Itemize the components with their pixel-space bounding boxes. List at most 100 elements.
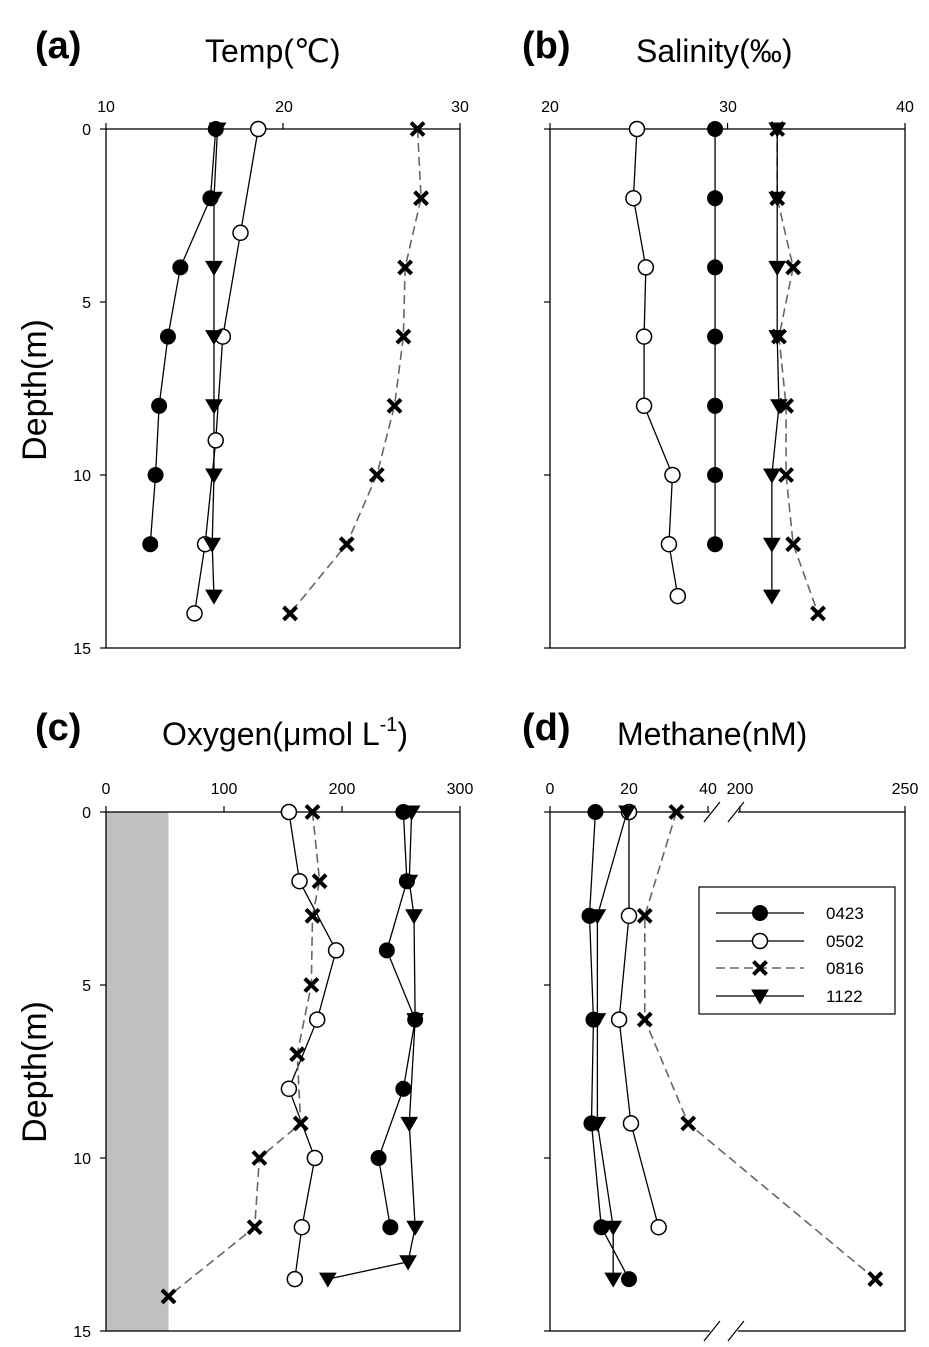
- panel-b: (b) Salinity(‰) 20 30 40: [522, 25, 914, 649]
- series-markers-0816: [160, 804, 328, 1305]
- marker-open-circle: [620, 907, 638, 925]
- marker-triangle-down: [205, 468, 223, 484]
- y-tick-label: 0: [82, 805, 91, 822]
- y-tick-label: 0: [82, 122, 91, 139]
- panel-d-title: Methane(nM): [617, 716, 807, 752]
- panel-c-title-end: ): [397, 716, 408, 752]
- y-tick-label: 10: [73, 1151, 91, 1168]
- plot-area-a: [100, 120, 461, 649]
- marker-triangle-down: [770, 399, 788, 415]
- marker-triangle-down: [318, 1272, 337, 1288]
- marker-cross: [304, 804, 321, 820]
- panel-a-label: (a): [35, 25, 81, 67]
- marker-open-circle: [306, 1149, 324, 1167]
- marker-filled-circle: [142, 536, 159, 553]
- marker-triangle-down: [400, 1116, 419, 1132]
- marker-open-circle: [232, 224, 249, 242]
- marker-open-circle: [280, 1080, 298, 1098]
- panel-b-title: Salinity(‰): [636, 33, 792, 69]
- marker-cross: [304, 907, 321, 924]
- panel-d-label: (d): [522, 707, 571, 749]
- panel-d: (d) Methane(nM) 0 20 40 200 250 0423 050…: [522, 707, 918, 1342]
- x-tick-label: 10: [97, 99, 115, 116]
- panel-c-title: Oxygen(μmol L-1): [162, 714, 408, 752]
- marker-filled-circle: [707, 536, 724, 553]
- series-markers-0502: [625, 120, 687, 605]
- marker-cross: [386, 397, 403, 414]
- marker-open-circle: [622, 1115, 640, 1132]
- series-line-0816: [776, 129, 819, 614]
- marker-triangle-down: [208, 122, 227, 138]
- x-tick-label: 20: [541, 99, 559, 116]
- marker-filled-circle: [707, 190, 724, 207]
- y-tick-label: 5: [82, 978, 91, 995]
- axis-break-mark: [703, 801, 721, 823]
- marker-filled-circle: [620, 1271, 637, 1288]
- marker-open-circle: [635, 397, 653, 415]
- legend-label: 0816: [826, 959, 864, 978]
- marker-triangle-down: [400, 874, 419, 890]
- series-line-0502: [632, 128, 679, 597]
- marker-open-circle: [308, 1011, 326, 1028]
- x-tick-label: 40: [699, 781, 717, 798]
- plot-frame: [549, 128, 906, 649]
- marker-cross: [680, 1115, 697, 1132]
- panel-c-title-sup: -1: [380, 714, 398, 736]
- axis-break-gap: [709, 1328, 738, 1334]
- marker-triangle-down: [604, 1220, 623, 1236]
- x-tick-label: 0: [546, 781, 555, 798]
- marker-open-circle: [280, 803, 298, 821]
- panel-a: (a) Temp(℃) 10 20 30 0 5 10 15 Depth(m): [16, 25, 469, 658]
- marker-triangle-down: [763, 537, 781, 553]
- marker-cross: [778, 467, 794, 483]
- series-markers-1122: [588, 805, 636, 1288]
- marker-filled-circle: [382, 1219, 399, 1236]
- series-line-1122: [211, 128, 219, 597]
- plot-area-d: [544, 801, 906, 1342]
- series-markers-0502: [186, 120, 267, 622]
- marker-triangle-down: [406, 1013, 425, 1029]
- series-markers-0423: [581, 804, 637, 1288]
- marker-open-circle: [186, 605, 203, 622]
- marker-triangle-down: [763, 589, 781, 605]
- series-line-1122: [771, 129, 780, 597]
- x-tick-label: 20: [620, 781, 638, 798]
- x-tick-label: 300: [447, 781, 474, 798]
- marker-open-circle: [664, 466, 681, 484]
- marker-triangle-down: [205, 399, 223, 415]
- axis-break-mark: [727, 801, 745, 823]
- legend-label: 0502: [826, 932, 864, 951]
- y-axis-label: Depth(m): [16, 1001, 54, 1143]
- marker-open-circle: [291, 872, 308, 890]
- marker-filled-circle: [707, 259, 724, 276]
- y-axis-label: Depth(m): [16, 319, 54, 461]
- marker-triangle-down: [205, 260, 223, 276]
- marker-filled-circle: [147, 467, 164, 483]
- marker-triangle-down: [768, 260, 787, 276]
- marker-triangle-down: [588, 1116, 607, 1132]
- anoxic-shade: [106, 812, 169, 1331]
- marker-cross: [338, 536, 355, 553]
- marker-cross: [867, 1271, 884, 1288]
- panel-c-label: (c): [35, 707, 81, 749]
- marker-cross: [636, 1011, 653, 1028]
- marker-open-circle: [635, 328, 653, 345]
- series-markers-1122: [318, 805, 425, 1288]
- marker-cross: [303, 977, 320, 993]
- marker-filled-circle: [587, 804, 604, 820]
- marker-open-circle: [207, 432, 224, 449]
- series-line-0502: [288, 811, 337, 1280]
- marker-cross: [397, 259, 414, 276]
- series-line-0423: [588, 811, 630, 1280]
- marker-cross: [368, 467, 385, 483]
- plot-area-c: [100, 803, 461, 1332]
- legend-label: 0423: [826, 904, 864, 923]
- marker-cross: [810, 605, 826, 622]
- marker-cross: [752, 960, 768, 976]
- series-markers-0423: [370, 804, 424, 1236]
- marker-cross: [289, 1046, 306, 1063]
- axis-break-mark: [727, 1320, 745, 1342]
- marker-filled-circle: [378, 942, 395, 959]
- marker-cross: [668, 804, 685, 820]
